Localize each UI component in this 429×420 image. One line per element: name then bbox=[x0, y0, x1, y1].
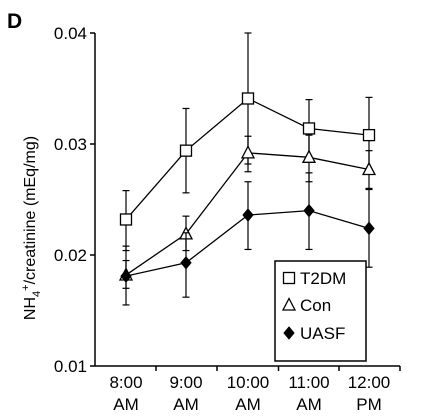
y-axis-label: NH4+/creatinine (mEq/mg) bbox=[20, 136, 43, 320]
data-point bbox=[120, 269, 132, 283]
panel-label: D bbox=[7, 10, 22, 33]
data-point bbox=[302, 122, 316, 135]
data-point bbox=[119, 213, 133, 226]
x-tick-label: AM bbox=[296, 395, 322, 414]
x-tick-label: 8:00 bbox=[109, 373, 142, 392]
data-point bbox=[362, 128, 376, 142]
data-point bbox=[361, 161, 377, 176]
x-tick-label: 12:00 bbox=[348, 373, 391, 392]
x-tick-label: 10:00 bbox=[227, 373, 270, 392]
legend-item-uasf: UASF bbox=[283, 324, 345, 343]
y-axis-label-main: NH bbox=[22, 297, 39, 320]
x-tick-label: AM bbox=[113, 395, 139, 414]
data-point bbox=[179, 144, 193, 157]
legend: T2DM Con UASF bbox=[274, 260, 367, 362]
legend-label: T2DM bbox=[300, 269, 346, 288]
y-tick-label: 0.04 bbox=[54, 24, 87, 43]
x-tick-label: PM bbox=[356, 395, 382, 414]
x-tick-label: 11:00 bbox=[288, 373, 329, 392]
x-tick-label: AM bbox=[173, 395, 199, 414]
data-point bbox=[241, 92, 255, 105]
x-tick-label: AM bbox=[235, 395, 261, 414]
legend-label: Con bbox=[300, 296, 331, 315]
legend-item-t2dm: T2DM bbox=[282, 269, 346, 288]
data-point bbox=[180, 255, 192, 270]
y-axis-label-subscript: 4 bbox=[31, 291, 43, 297]
data-point bbox=[283, 326, 295, 340]
data-point bbox=[281, 297, 297, 311]
data-point bbox=[282, 271, 296, 285]
y-axis-label-rest: /creatinine (mEq/mg) bbox=[22, 136, 39, 285]
y-tick-label: 0.03 bbox=[54, 135, 87, 154]
legend-label: UASF bbox=[300, 324, 345, 343]
data-point bbox=[240, 144, 256, 159]
series-layer bbox=[118, 32, 377, 306]
data-point bbox=[363, 221, 375, 236]
y-tick-label: 0.02 bbox=[54, 246, 87, 265]
data-point bbox=[242, 208, 254, 222]
y-tick-label: 0.01 bbox=[54, 357, 87, 376]
legend-item-con: Con bbox=[281, 296, 331, 315]
axes: 0.01 0.02 0.03 0.04 8:00 AM 9:00 AM 10:00 AM 11:00… bbox=[54, 24, 401, 414]
x-tick-label: 9:00 bbox=[169, 373, 202, 392]
series-uasf bbox=[120, 172, 375, 306]
y-axis-label-superscript: + bbox=[20, 284, 32, 290]
data-point bbox=[303, 203, 315, 218]
data-point bbox=[301, 149, 317, 163]
